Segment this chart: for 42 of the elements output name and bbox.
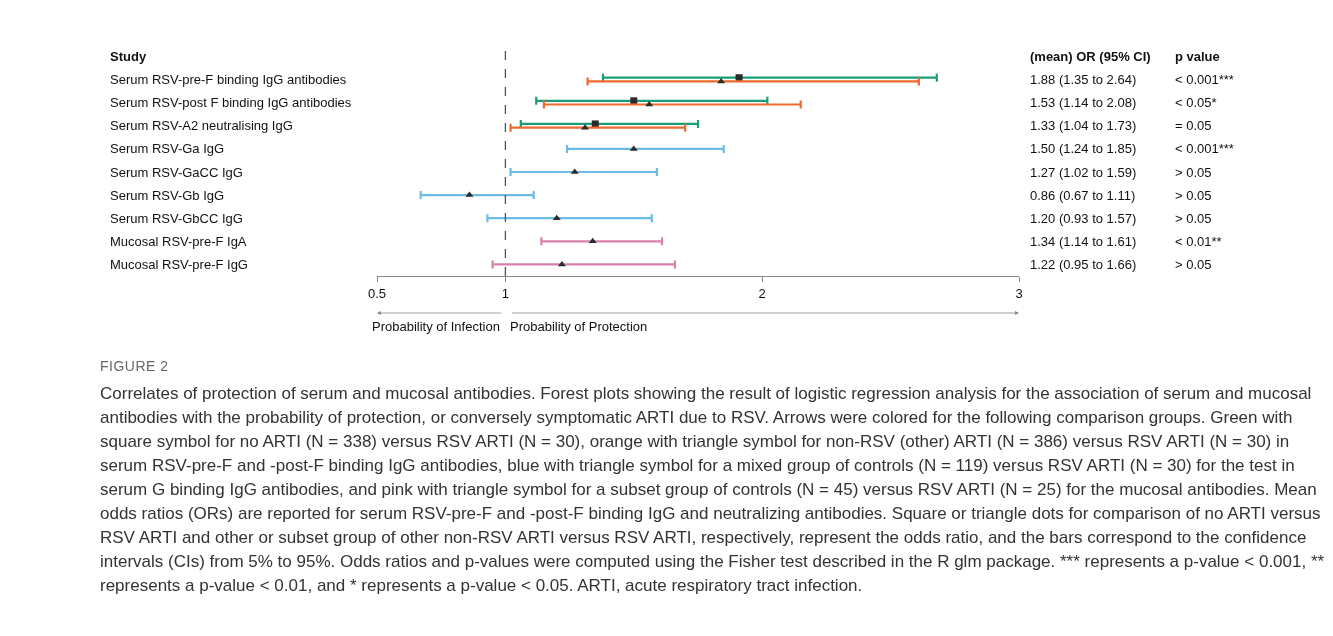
text: < 0.001*** — [1175, 72, 1234, 87]
x-tick-label: 2 — [758, 285, 766, 301]
text: Study — [110, 49, 147, 64]
text: < 0.05* — [1175, 95, 1217, 110]
text: 1.22 (0.95 to 1.66) — [1030, 257, 1137, 272]
text: 1.53 (1.14 to 2.08) — [1030, 95, 1137, 110]
point — [717, 77, 726, 84]
text: > 0.05 — [1175, 188, 1212, 203]
text: > 0.05 — [1175, 211, 1212, 226]
text: (mean) OR (95% CI) — [1030, 49, 1151, 64]
text: < 0.001*** — [1175, 141, 1234, 156]
text: 1.88 (1.35 to 2.64) — [1030, 72, 1137, 87]
y-tick-label: Serum RSV-GaCC IgG — [110, 165, 243, 180]
y-tick-label: Serum RSV-A2 neutralising IgG — [110, 118, 293, 133]
point — [588, 237, 597, 244]
y-tick-label: Serum RSV-Gb IgG — [110, 188, 225, 203]
x-tick-label: 0.5 — [367, 285, 387, 301]
text: Probability of Protection — [510, 319, 648, 334]
x-tick-label: 3 — [1015, 285, 1023, 301]
point — [591, 120, 599, 128]
text: p value — [1175, 49, 1220, 64]
text: < 0.01** — [1175, 234, 1222, 249]
y-tick-label: Serum RSV-pre-F binding IgG antibodies — [110, 72, 347, 87]
x-tick-label: 1 — [501, 285, 510, 301]
text: > 0.05 — [1175, 165, 1212, 180]
point — [557, 260, 566, 267]
text: 1.50 (1.24 to 1.85) — [1030, 141, 1137, 156]
text: 1.34 (1.14 to 1.61) — [1030, 234, 1137, 249]
y-tick-label: Serum RSV-GbCC IgG — [110, 211, 243, 226]
text: 1.27 (1.02 to 1.59) — [1030, 165, 1137, 180]
y-tick-label: Serum RSV-post F binding IgG antibodies — [110, 95, 352, 110]
text: 0.86 (0.67 to 1.11) — [1030, 188, 1136, 203]
caption: FIGURE 2 — [100, 357, 170, 376]
y-tick-label: Serum RSV-Ga IgG — [110, 141, 225, 156]
text: 1.33 (1.04 to 1.73) — [1030, 118, 1137, 133]
y-tick-label: Mucosal RSV-pre-F IgA — [110, 234, 247, 249]
text: 1.20 (0.93 to 1.57) — [1030, 211, 1137, 226]
text: = 0.05 — [1175, 118, 1212, 133]
text: > 0.05 — [1175, 257, 1212, 272]
y-tick-label: Mucosal RSV-pre-F IgG — [110, 257, 248, 272]
text: Correlates of protection of serum and mucosal antibodies. Forest plots showing the result of logistic regression analysis for the association of serum and mucosal antibodies with the probability of protection, or conversely symptomatic ARTI due to RSV. Arrows were colored for the following comparison groups. Green with square symbol for no ARTI (N = 338) versus RSV ARTI (N = 30), orange with triangle symbol for non-RSV (other) ARTI (N = 386) versus RSV ARTI (N = 30) in serum RSV-pre-F and -post-F binding IgG antibodies, blue with triangle symbol for a mixed group of controls (N = 119) versus RSV ARTI (N = 30) for the test in serum G binding IgG antibodies, and pink with triangle symbol for a subset group of controls (N = 45) versus RSV ARTI (N = 25) for the mucosal antibodies. Mean odds ratios (ORs) are reported for serum RSV-pre-F and -post-F binding IgG and neutralizing antibodies. Square or triangle dots for comparison of no ARTI versus RSV ARTI and other or subset group of other non-RSV ARTI versus RSV ARTI, respectively, represent the odds ratio, and the bars correspond to the confidence intervals (CIs) from 5% to 95%. Odds ratios and p-values were computed using the Fisher test described in the R glm package. *** represents a p-value < 0.001, ** represents a p-value < 0.01, and * represents a p-value < 0.05. ARTI, acute respiratory tract infection. — [100, 384, 1325, 595]
text: Probability of Infection — [372, 319, 500, 334]
